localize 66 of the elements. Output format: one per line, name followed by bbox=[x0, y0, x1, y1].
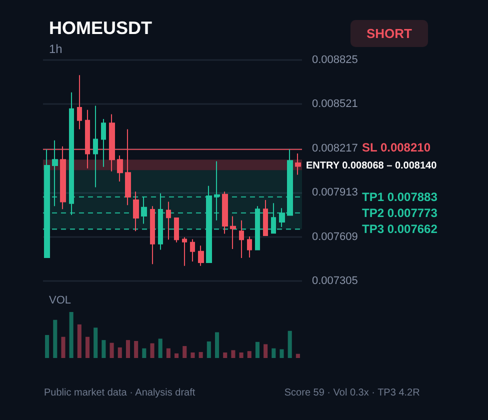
bar bbox=[94, 328, 98, 358]
y-tick-label: 0.007305 bbox=[312, 275, 358, 287]
bar bbox=[61, 336, 66, 358]
bar bbox=[239, 352, 244, 358]
bar bbox=[77, 324, 82, 358]
candlestick bbox=[182, 236, 187, 266]
bar bbox=[223, 352, 228, 358]
bar bbox=[247, 351, 252, 358]
candlestick bbox=[77, 74, 82, 130]
candlestick bbox=[174, 218, 179, 243]
bar bbox=[288, 330, 292, 358]
bar bbox=[118, 347, 122, 358]
candlestick bbox=[150, 206, 155, 265]
bar bbox=[110, 342, 114, 358]
y-tick-label: 0.008825 bbox=[312, 54, 358, 66]
candlestick bbox=[247, 236, 252, 258]
chart-subtitle: 1h bbox=[49, 42, 62, 56]
bar bbox=[206, 341, 211, 358]
band-label: ENTRY 0.008068 – 0.008140 bbox=[306, 160, 438, 172]
bar bbox=[231, 350, 236, 358]
candlestick bbox=[222, 191, 228, 234]
candlestick bbox=[295, 152, 301, 176]
bar bbox=[214, 332, 220, 358]
chart-title: HOMEUSDT bbox=[49, 18, 152, 38]
y-tick-label: 0.007913 bbox=[312, 186, 358, 199]
text: Public market data · Analysis draft bbox=[44, 388, 196, 398]
bar bbox=[190, 352, 195, 358]
bar bbox=[255, 342, 260, 358]
bar bbox=[134, 340, 138, 358]
candlestick bbox=[101, 118, 106, 168]
candlestick bbox=[230, 216, 236, 250]
chart-title: VOL bbox=[49, 294, 72, 306]
bar bbox=[150, 343, 154, 358]
bar bbox=[142, 348, 146, 358]
candlestick bbox=[190, 238, 195, 262]
bar bbox=[198, 352, 203, 358]
text: SHORT bbox=[366, 26, 412, 41]
ref-line-label: TP2 0.007773 bbox=[362, 206, 438, 220]
candlestick bbox=[117, 155, 123, 182]
bar bbox=[102, 340, 106, 358]
y-tick-label: 0.008217 bbox=[312, 142, 358, 154]
bar bbox=[85, 336, 90, 358]
candlestick bbox=[198, 245, 204, 266]
bar bbox=[182, 346, 187, 358]
y-tick-label: 0.008521 bbox=[312, 98, 358, 110]
bar bbox=[158, 338, 162, 358]
bar bbox=[69, 312, 74, 358]
ref-line-label: TP3 0.007662 bbox=[362, 222, 438, 236]
bar bbox=[126, 340, 130, 358]
bar bbox=[296, 354, 300, 358]
bar bbox=[280, 349, 284, 358]
bar bbox=[45, 335, 50, 358]
candlestick bbox=[166, 201, 171, 240]
ref-line-label: TP1 0.007883 bbox=[362, 190, 438, 204]
candlestick bbox=[93, 105, 98, 188]
ref-line-label: SL 0.008210 bbox=[362, 140, 431, 154]
candlestick bbox=[263, 200, 268, 236]
bar bbox=[166, 348, 170, 358]
bar bbox=[53, 320, 58, 358]
bar bbox=[264, 344, 268, 358]
text: Score 59 · Vol 0.3x · TP3 4.2R bbox=[284, 388, 420, 398]
bar bbox=[174, 353, 179, 358]
y-tick-label: 0.007609 bbox=[312, 230, 358, 243]
candlestick bbox=[133, 191, 139, 232]
bar bbox=[272, 348, 276, 358]
candlestick bbox=[239, 220, 244, 259]
